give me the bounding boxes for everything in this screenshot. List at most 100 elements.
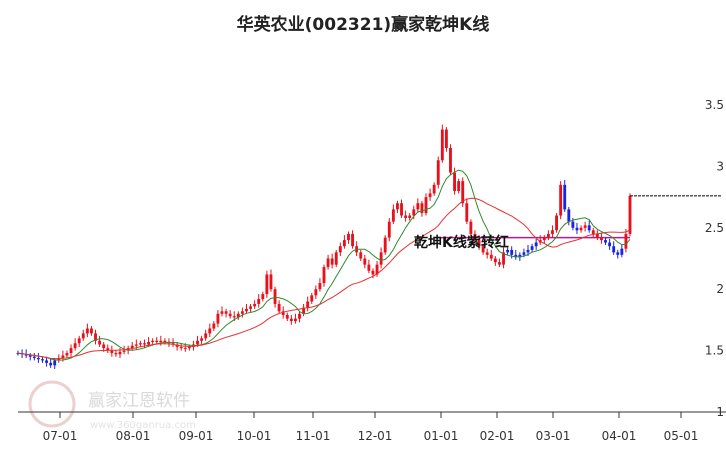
candle-body: [28, 355, 32, 357]
candle-body: [285, 314, 289, 319]
candle-body: [428, 193, 432, 198]
candle-body: [81, 333, 85, 339]
candle-body: [179, 346, 183, 349]
candle-body: [424, 197, 428, 214]
candle-body: [457, 181, 461, 191]
candle-body: [183, 348, 187, 350]
candle-body: [416, 203, 420, 210]
candle-body: [69, 348, 73, 354]
candle-body: [212, 323, 216, 329]
x-tick-label: 05-01: [664, 429, 699, 443]
candle-body: [204, 333, 208, 339]
candle-body: [269, 274, 273, 290]
candle-body: [608, 242, 612, 247]
candle-body: [102, 344, 106, 349]
candle-body: [228, 313, 232, 317]
x-tick-label: 11-01: [296, 429, 331, 443]
candle-body: [53, 360, 57, 366]
candle-body: [616, 252, 620, 255]
candle-body: [420, 203, 424, 214]
candle-body: [334, 252, 338, 265]
candle-body: [196, 340, 199, 345]
candle-body: [143, 343, 146, 345]
candle-body: [449, 147, 452, 173]
candle-body: [359, 252, 363, 259]
candle-body: [485, 252, 489, 255]
candle-body: [200, 338, 204, 341]
candle-body: [542, 237, 546, 241]
candle-body: [159, 340, 163, 343]
candle-body: [110, 350, 114, 354]
watermark-logo: [28, 380, 76, 428]
candle-body: [534, 242, 538, 247]
candle-body: [477, 240, 481, 247]
candle-body: [351, 233, 354, 247]
candle-body: [432, 184, 436, 194]
candle-body: [563, 184, 567, 210]
candle-body: [77, 338, 81, 344]
candle-body: [559, 184, 563, 216]
candle-body: [469, 221, 473, 234]
candle-body: [220, 311, 224, 314]
candle-body: [98, 340, 102, 345]
x-tick-label: 01-01: [424, 429, 459, 443]
candle-body: [265, 274, 269, 295]
candle-body: [24, 354, 28, 356]
candle-body: [134, 344, 138, 346]
candle-body: [579, 227, 583, 231]
candle-body: [575, 227, 579, 231]
watermark: 赢家江恩软件 www.360ganrua.com: [28, 380, 196, 431]
candle-body: [347, 233, 350, 241]
candle-body: [273, 289, 277, 304]
candle-body: [624, 233, 628, 249]
watermark-brand: 赢家江恩软件: [88, 391, 190, 411]
candle-body: [461, 181, 465, 204]
candle-body: [322, 267, 326, 284]
candle-body: [404, 215, 408, 218]
axes: 07-01 08-01 09-01 10-01 11-01 12-01 01-01 02-01…: [18, 98, 726, 443]
candle-body: [57, 357, 61, 361]
short-moving-average-line: [17, 169, 631, 361]
candle-body: [493, 258, 497, 263]
x-tick-label: 10-01: [237, 429, 272, 443]
chart-annotation: 乾坤K线紫转红: [414, 234, 509, 251]
candle-body: [106, 348, 110, 351]
candle-body: [306, 301, 310, 308]
candle-body: [567, 209, 571, 222]
candle-body: [330, 258, 334, 265]
candle-body: [314, 289, 318, 296]
candle-body: [530, 246, 534, 250]
candle-body: [391, 209, 395, 222]
candle-body: [551, 230, 554, 234]
candle-body: [261, 294, 265, 300]
candle-body: [61, 355, 65, 358]
candle-body: [49, 362, 53, 366]
x-tick-label: 04-01: [602, 429, 637, 443]
x-tick-label: 03-01: [536, 429, 571, 443]
candle-body: [310, 295, 314, 302]
candle-body: [240, 311, 244, 314]
candle-body: [298, 313, 301, 319]
watermark-url: www.360ganrua.com: [90, 420, 196, 431]
candle-body: [253, 303, 257, 307]
candle-body: [130, 345, 134, 349]
candle-body: [245, 308, 248, 312]
candle-body: [90, 328, 93, 334]
y-tick-label: 1.5: [705, 344, 724, 358]
candle-body: [600, 237, 603, 241]
candle-body: [514, 254, 518, 258]
candle-body: [155, 340, 159, 343]
candle-body: [277, 303, 281, 312]
candle-body: [187, 346, 191, 349]
candle-body: [326, 258, 330, 268]
candle-body: [85, 328, 89, 334]
candle-body: [375, 264, 379, 275]
candle-body: [489, 254, 493, 259]
x-tick-label: 12-01: [358, 429, 393, 443]
candle-body: [473, 233, 477, 241]
x-tick-label: 02-01: [480, 429, 515, 443]
candle-body: [73, 343, 77, 349]
candle-body: [294, 318, 297, 322]
candle-body: [546, 233, 550, 238]
candle-body: [481, 246, 485, 253]
